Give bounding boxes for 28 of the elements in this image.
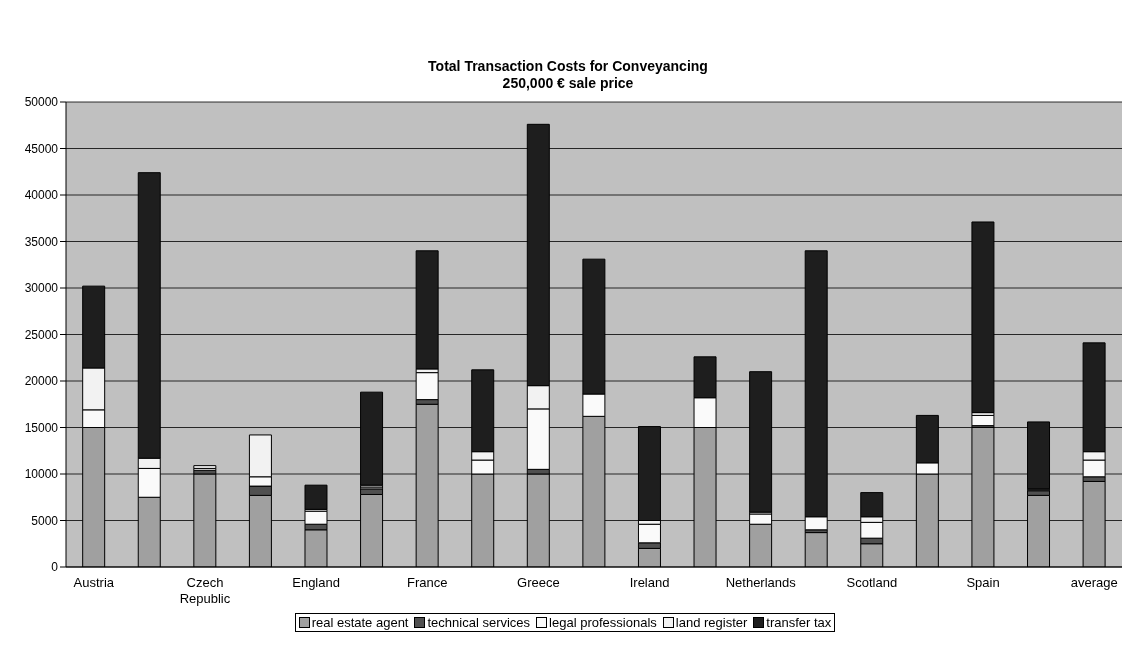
y-tick-label: 45000 <box>24 141 59 156</box>
y-tick-label: 25000 <box>24 327 59 342</box>
x-tick-label: Greece <box>517 575 560 590</box>
y-tick-label: 10000 <box>24 467 59 482</box>
y-tick-label: 40000 <box>24 188 59 203</box>
legend-label: land register <box>674 615 748 630</box>
y-tick-label: 15000 <box>24 420 59 435</box>
x-tick-label: Netherlands <box>725 575 797 590</box>
x-tick-label: Scotland <box>846 575 898 590</box>
y-tick-label: 0 <box>51 560 59 575</box>
x-tick-label: Spain <box>966 575 1000 590</box>
y-tick-label: 30000 <box>24 281 59 296</box>
y-tick-label: 5000 <box>31 513 59 528</box>
x-tick-label: France <box>407 575 448 590</box>
legend-label: technical services <box>426 615 531 630</box>
x-tick-label: Austria <box>73 575 115 590</box>
x-tick-label: average <box>1070 575 1118 590</box>
y-tick-label: 35000 <box>24 234 59 249</box>
chart-title: Total Transaction Costs for Conveyancing <box>427 58 709 75</box>
legend-label: real estate agent <box>310 615 409 630</box>
y-tick-label: 20000 <box>24 374 59 389</box>
chart-subtitle: 250,000 € sale price <box>501 75 635 92</box>
legend-label: legal professionals <box>548 615 657 630</box>
legend-label: transfer tax <box>765 615 832 630</box>
y-tick-label: 50000 <box>24 95 59 110</box>
x-tick-label: England <box>292 575 340 590</box>
x-tick-label: Ireland <box>629 575 670 590</box>
x-tick-label: Czech Republic <box>179 575 231 606</box>
